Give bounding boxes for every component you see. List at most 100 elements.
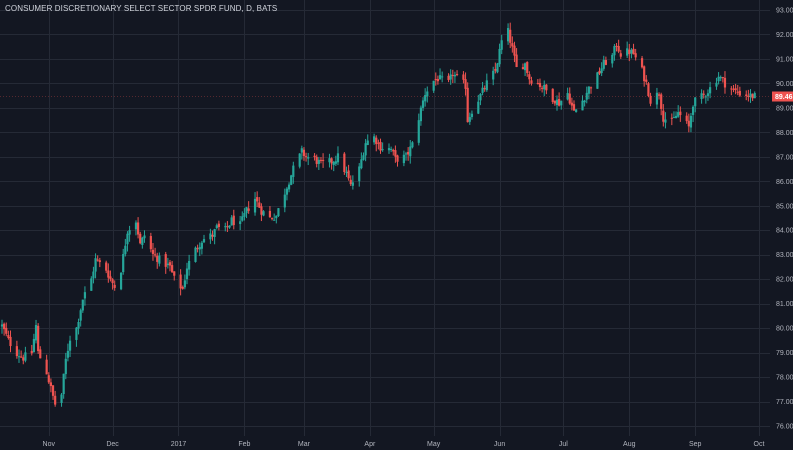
candle-body xyxy=(602,59,605,69)
candle-body xyxy=(270,218,274,220)
candle-body xyxy=(466,87,469,123)
candle-body xyxy=(136,222,140,235)
candle-body xyxy=(290,175,293,185)
candle-body xyxy=(672,117,676,119)
candle-body xyxy=(315,156,318,164)
candle-body xyxy=(543,84,546,90)
candle-body xyxy=(183,280,186,288)
candle-body xyxy=(496,63,499,73)
candle-body xyxy=(513,45,516,56)
candle-body xyxy=(615,45,618,47)
candle-body xyxy=(436,79,440,82)
y-tick-label: 84.00 xyxy=(776,228,793,235)
candle-body xyxy=(349,179,352,185)
candle-body xyxy=(587,86,590,94)
candle-body xyxy=(455,73,459,75)
candle-body xyxy=(462,74,465,80)
candle-body xyxy=(585,92,588,100)
candle-body xyxy=(558,99,561,106)
candle-body xyxy=(426,91,429,97)
candle-body xyxy=(598,70,601,74)
candle-body xyxy=(196,248,199,250)
candle-body xyxy=(154,254,157,256)
candle-body xyxy=(421,100,425,108)
candle-body xyxy=(128,230,131,235)
candle-body xyxy=(404,153,408,155)
candle-body xyxy=(307,157,310,159)
candle-body xyxy=(213,229,216,237)
candle-body xyxy=(317,159,320,164)
candle-body xyxy=(166,263,169,266)
x-tick-label: Jun xyxy=(494,441,505,448)
candle-body xyxy=(202,239,206,243)
candle-body xyxy=(226,226,229,228)
candle-body xyxy=(228,225,231,228)
candle-body xyxy=(373,136,376,143)
candle-body xyxy=(392,149,395,152)
candle-body xyxy=(411,142,414,148)
candles xyxy=(0,22,756,407)
candle-body xyxy=(528,74,531,80)
candle-body xyxy=(20,356,23,358)
candle-body xyxy=(3,323,6,330)
candle-body xyxy=(441,76,444,78)
candle-body xyxy=(506,28,510,42)
candle-body xyxy=(509,29,512,43)
candle-body xyxy=(485,80,488,91)
candle-body xyxy=(283,194,286,208)
candle-body xyxy=(126,233,129,245)
candle-body xyxy=(568,93,571,104)
candle-body xyxy=(453,74,457,77)
candle-body xyxy=(730,88,733,90)
chart-title: CONSUMER DISCRETIONARY SELECT SECTOR SPD… xyxy=(5,4,278,13)
y-tick-label: 88.00 xyxy=(776,130,793,137)
candle-body xyxy=(345,172,348,174)
candle-body xyxy=(253,198,257,213)
candle-body xyxy=(523,63,527,71)
candle-body xyxy=(613,46,616,56)
candle-body xyxy=(304,156,308,158)
candle-body xyxy=(581,100,584,111)
x-tick-label: Jul xyxy=(559,441,568,448)
candle-body xyxy=(328,158,331,163)
candle-body xyxy=(432,80,435,91)
candle-body xyxy=(366,140,369,145)
candle-body xyxy=(62,373,65,395)
x-tick-label: Sep xyxy=(689,441,702,448)
candle-body xyxy=(626,48,629,56)
candle-body xyxy=(319,159,323,161)
candle-body xyxy=(657,94,661,96)
candle-body xyxy=(330,158,333,164)
y-tick-label: 93.00 xyxy=(776,7,793,14)
candle-body xyxy=(256,197,259,202)
candle-body xyxy=(17,356,21,358)
x-tick-label: Oct xyxy=(754,441,765,448)
candle-body xyxy=(7,334,10,338)
candle-body xyxy=(111,279,114,284)
candle-body xyxy=(241,216,244,221)
candle-body xyxy=(419,107,423,122)
candle-body xyxy=(156,255,159,262)
candle-body xyxy=(424,95,427,102)
candle-body xyxy=(302,149,306,157)
candle-body xyxy=(351,182,354,186)
y-tick-label: 89.00 xyxy=(776,105,793,112)
candle-body xyxy=(747,95,750,97)
candle-body xyxy=(498,48,501,65)
candle-body xyxy=(449,74,452,80)
candle-body xyxy=(173,271,176,276)
candle-body xyxy=(37,325,40,352)
y-tick-label: 79.00 xyxy=(776,350,793,357)
candle-body xyxy=(708,87,712,94)
candle-body xyxy=(600,68,603,74)
candle-body xyxy=(649,95,652,104)
candle-body xyxy=(79,310,82,321)
candle-body xyxy=(749,93,752,98)
candle-body xyxy=(640,58,644,68)
candle-body xyxy=(572,104,576,111)
candle-body xyxy=(164,254,167,267)
candle-body xyxy=(230,217,233,226)
candle-body xyxy=(332,161,335,166)
